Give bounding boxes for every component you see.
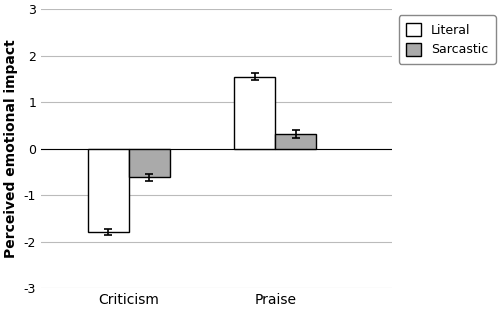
Legend: Literal, Sarcastic: Literal, Sarcastic [398,16,496,64]
Bar [88,149,129,232]
Bar [129,149,170,177]
Bar [234,77,275,149]
Y-axis label: Perceived emotional impact: Perceived emotional impact [4,39,18,258]
Bar [275,134,316,149]
